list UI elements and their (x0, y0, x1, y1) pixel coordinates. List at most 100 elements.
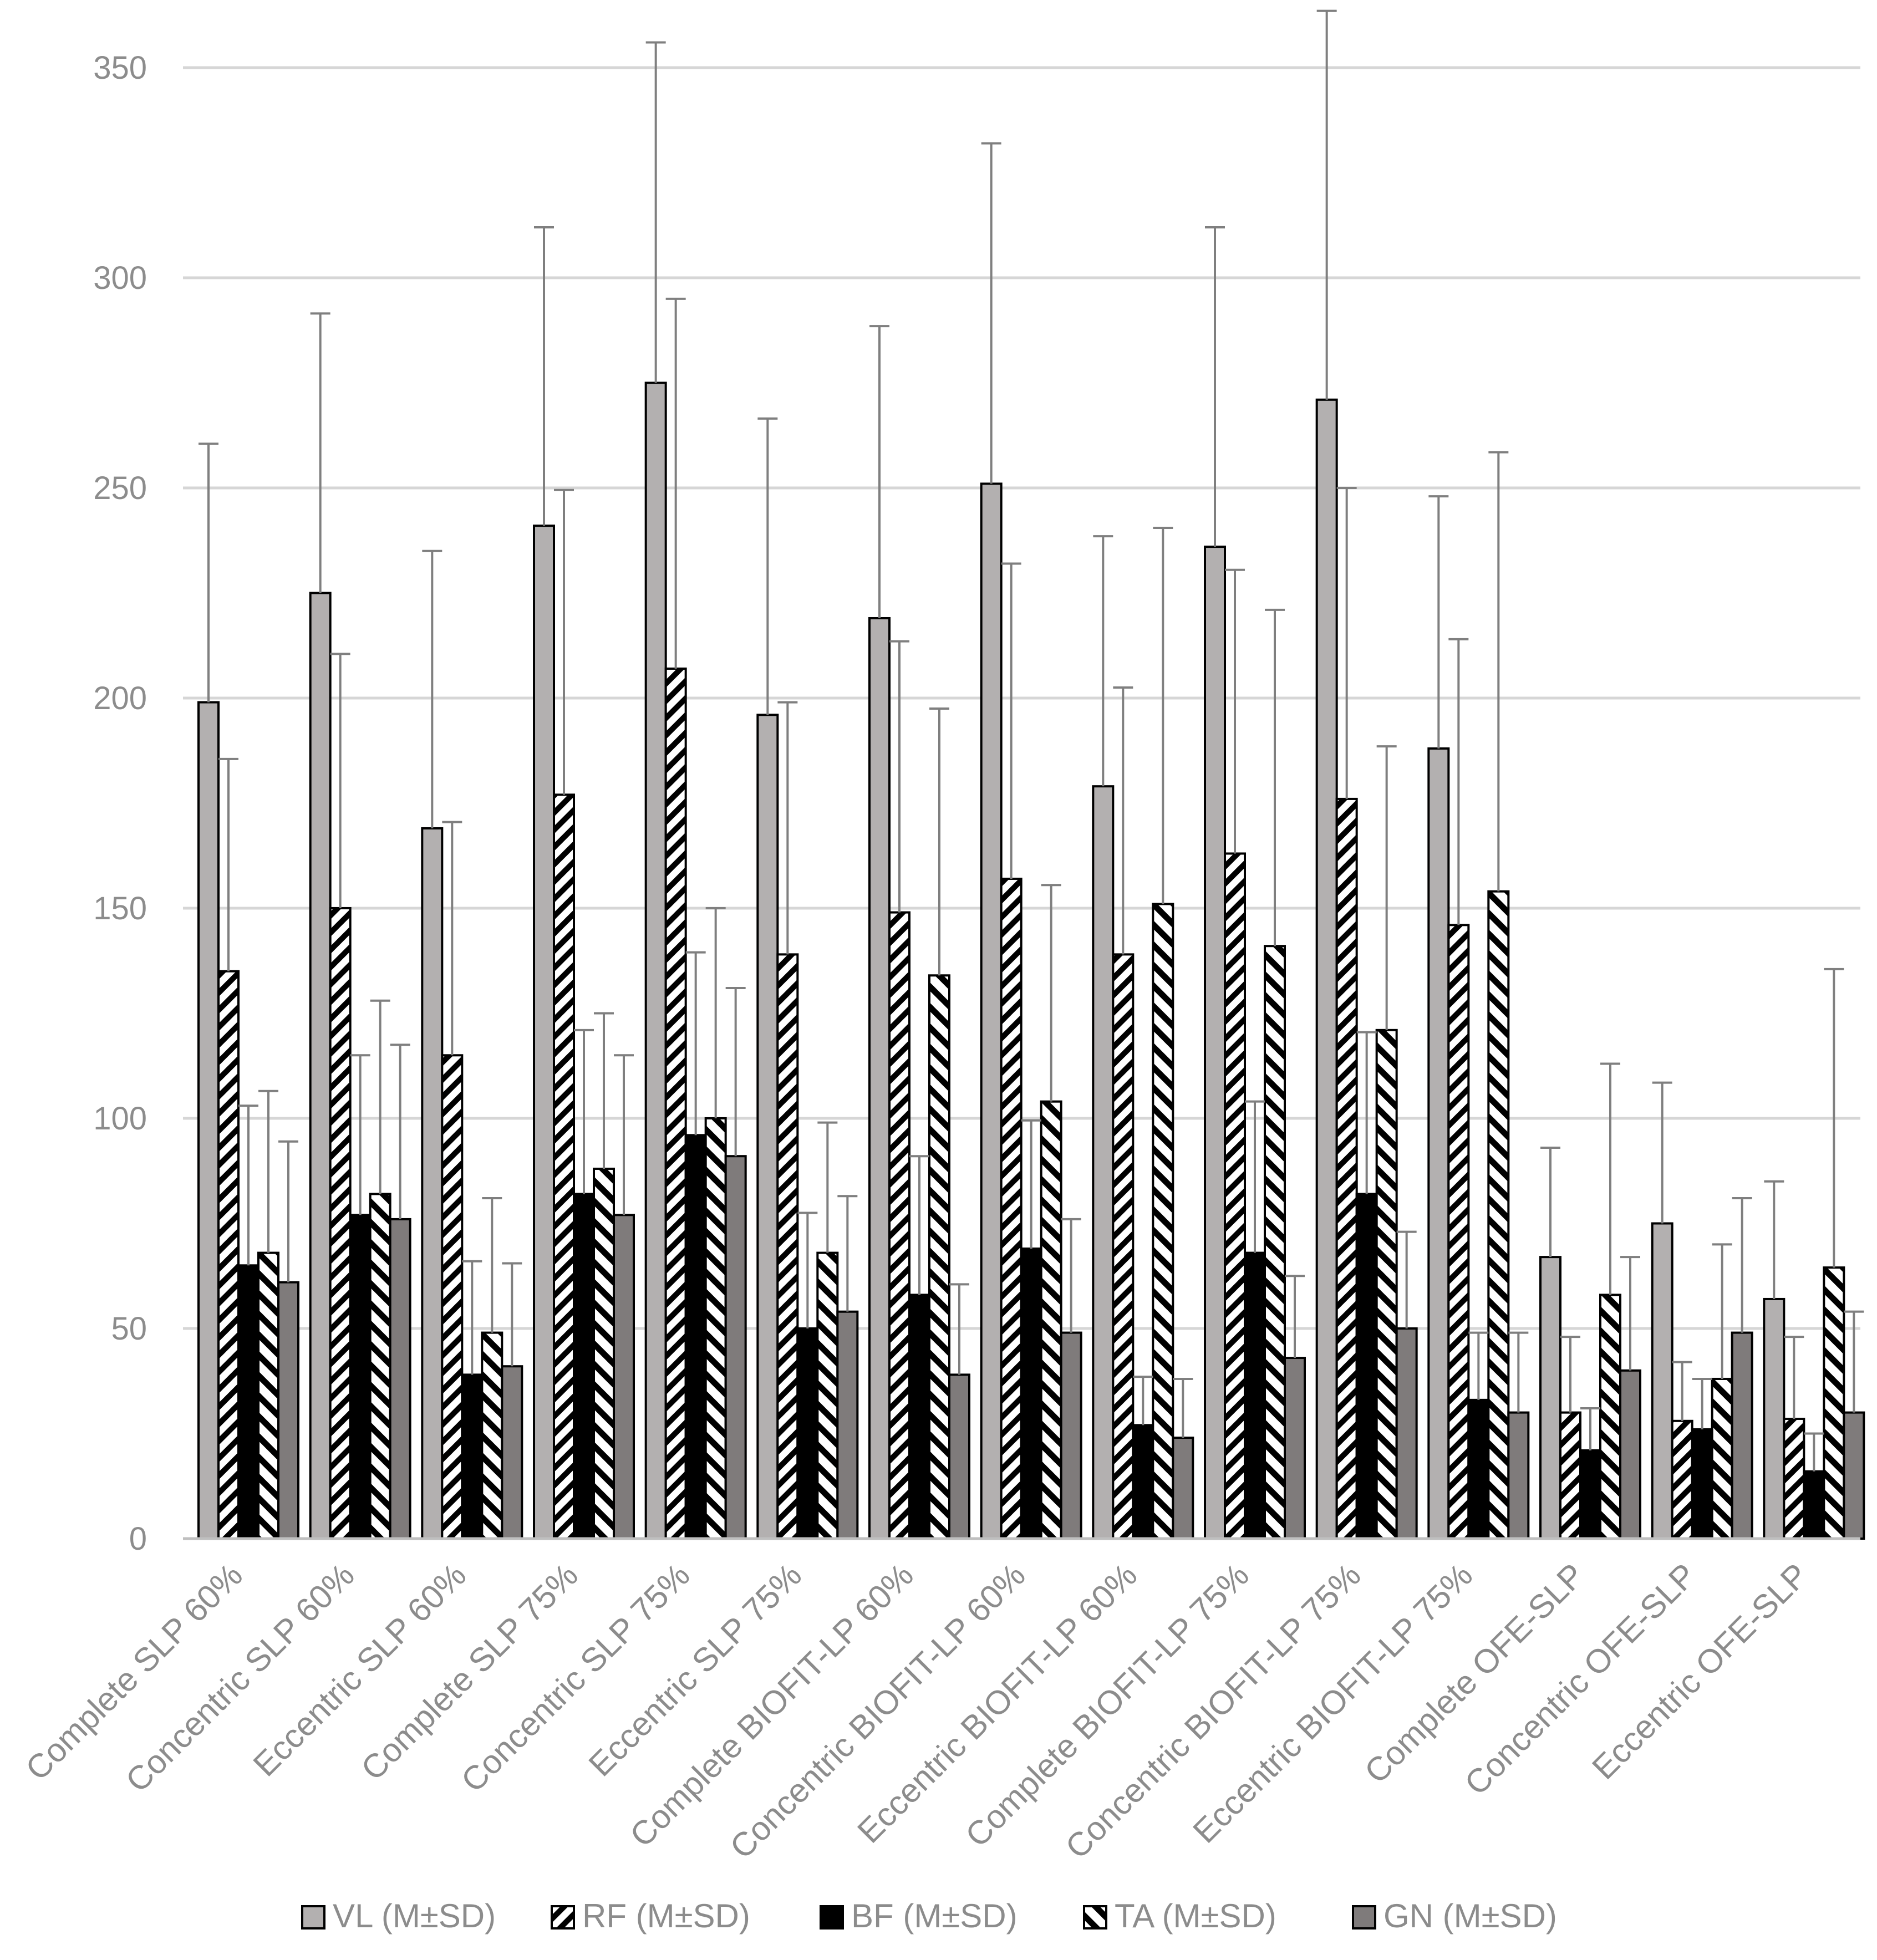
bar-3-15 (1803, 1470, 1825, 1540)
bar-3-8 (1020, 1247, 1042, 1540)
bar-2-15 (1783, 1417, 1805, 1540)
bar-4-10 (1264, 945, 1286, 1540)
bar-4-2 (369, 1193, 391, 1540)
x-category-label: Eccentric SLP 75% (582, 1556, 809, 1784)
legend-swatch (1352, 1905, 1376, 1930)
y-tick-label: 300 (93, 260, 147, 296)
bar-5-13 (1619, 1369, 1641, 1540)
x-category-label: Complete SLP 60% (18, 1556, 250, 1788)
legend-label: TA (M±SD) (1115, 1897, 1276, 1934)
bar-2-12 (1447, 924, 1470, 1540)
bar-2-11 (1335, 797, 1358, 1540)
legend-label: VL (M±SD) (333, 1897, 496, 1934)
bar-4-14 (1711, 1377, 1733, 1540)
legend-swatch (820, 1905, 844, 1930)
bar-2-13 (1559, 1411, 1581, 1540)
bar-5-14 (1731, 1331, 1753, 1540)
x-category-label: Eccentric SLP 60% (246, 1556, 474, 1784)
bar-3-1 (237, 1264, 260, 1540)
bar-4-12 (1487, 890, 1510, 1540)
bar-3-14 (1691, 1428, 1713, 1540)
bar-4-4 (593, 1167, 615, 1540)
legend-swatch (301, 1905, 325, 1930)
bar-2-2 (329, 907, 352, 1540)
bar-1-5 (644, 381, 667, 1540)
bar-1-6 (756, 714, 779, 1540)
bar-4-15 (1823, 1266, 1845, 1540)
bar-5-5 (724, 1155, 747, 1540)
bar-1-1 (197, 701, 220, 1540)
bar-4-1 (257, 1251, 279, 1540)
bar-5-4 (613, 1214, 635, 1540)
legend-label: GN (M±SD) (1383, 1897, 1557, 1934)
x-category-label: Complete SLP 75% (354, 1556, 585, 1788)
bar-2-10 (1224, 852, 1246, 1540)
bar-1-7 (868, 617, 891, 1540)
bar-1-4 (533, 525, 555, 1540)
bar-1-15 (1763, 1297, 1786, 1540)
y-tick-label: 150 (93, 890, 147, 926)
bar-5-3 (501, 1365, 523, 1540)
bar-1-10 (1204, 546, 1226, 1540)
bar-1-3 (421, 827, 444, 1540)
legend-label: BF (M±SD) (851, 1897, 1018, 1934)
bar-1-12 (1427, 747, 1450, 1540)
bar-2-14 (1671, 1419, 1693, 1540)
bar-5-6 (836, 1310, 859, 1540)
bar-5-15 (1843, 1411, 1865, 1540)
bar-1-2 (309, 592, 332, 1540)
bar-5-8 (1060, 1331, 1082, 1540)
bar-1-13 (1539, 1256, 1561, 1540)
bar-2-4 (553, 793, 575, 1540)
y-tick-label: 350 (93, 50, 147, 86)
bar-3-10 (1244, 1251, 1266, 1540)
y-tick-label: 200 (93, 680, 147, 716)
bar-1-8 (980, 482, 1003, 1540)
bar-4-8 (1040, 1100, 1062, 1540)
x-category-label: Complete OFE-SLP (1357, 1556, 1591, 1790)
legend-swatch (1083, 1905, 1107, 1930)
bar-4-13 (1599, 1294, 1621, 1540)
bar-5-12 (1507, 1411, 1530, 1540)
bar-2-5 (664, 667, 687, 1540)
y-tick-label: 50 (111, 1311, 147, 1347)
bar-1-9 (1092, 785, 1115, 1540)
y-tick-label: 0 (129, 1521, 147, 1557)
bar-4-11 (1375, 1029, 1398, 1540)
bar-4-7 (928, 974, 950, 1540)
bar-3-6 (796, 1327, 819, 1540)
bar-1-14 (1651, 1222, 1673, 1540)
bar-4-9 (1152, 903, 1174, 1540)
bar-3-3 (461, 1373, 484, 1540)
bar-5-11 (1395, 1327, 1418, 1540)
bar-5-10 (1284, 1357, 1306, 1540)
bar-3-7 (908, 1294, 930, 1540)
legend-label: RF (M±SD) (582, 1897, 750, 1934)
bar-5-7 (948, 1373, 970, 1540)
bar-4-5 (704, 1117, 727, 1540)
bar-4-3 (481, 1331, 503, 1540)
bar-1-11 (1315, 398, 1338, 1540)
bar-5-2 (389, 1218, 411, 1540)
bar-3-11 (1355, 1193, 1378, 1540)
bar-4-6 (816, 1251, 839, 1540)
bar-2-9 (1112, 953, 1135, 1540)
bar-2-8 (1000, 877, 1023, 1540)
y-tick-label: 100 (93, 1101, 147, 1137)
bar-3-13 (1579, 1449, 1601, 1540)
bar-3-5 (684, 1134, 707, 1540)
x-category-label: Eccentric OFE-SLP (1585, 1556, 1815, 1786)
y-tick-label: 250 (93, 470, 147, 506)
bar-2-3 (441, 1054, 464, 1540)
bar-3-2 (349, 1214, 372, 1540)
bar-5-1 (277, 1281, 299, 1540)
bar-3-12 (1467, 1398, 1490, 1540)
bar-2-6 (776, 953, 799, 1540)
legend-swatch (551, 1905, 575, 1930)
bar-3-4 (573, 1193, 595, 1540)
bar-5-9 (1172, 1437, 1194, 1540)
bar-2-7 (888, 911, 910, 1540)
bar-2-1 (217, 970, 240, 1540)
